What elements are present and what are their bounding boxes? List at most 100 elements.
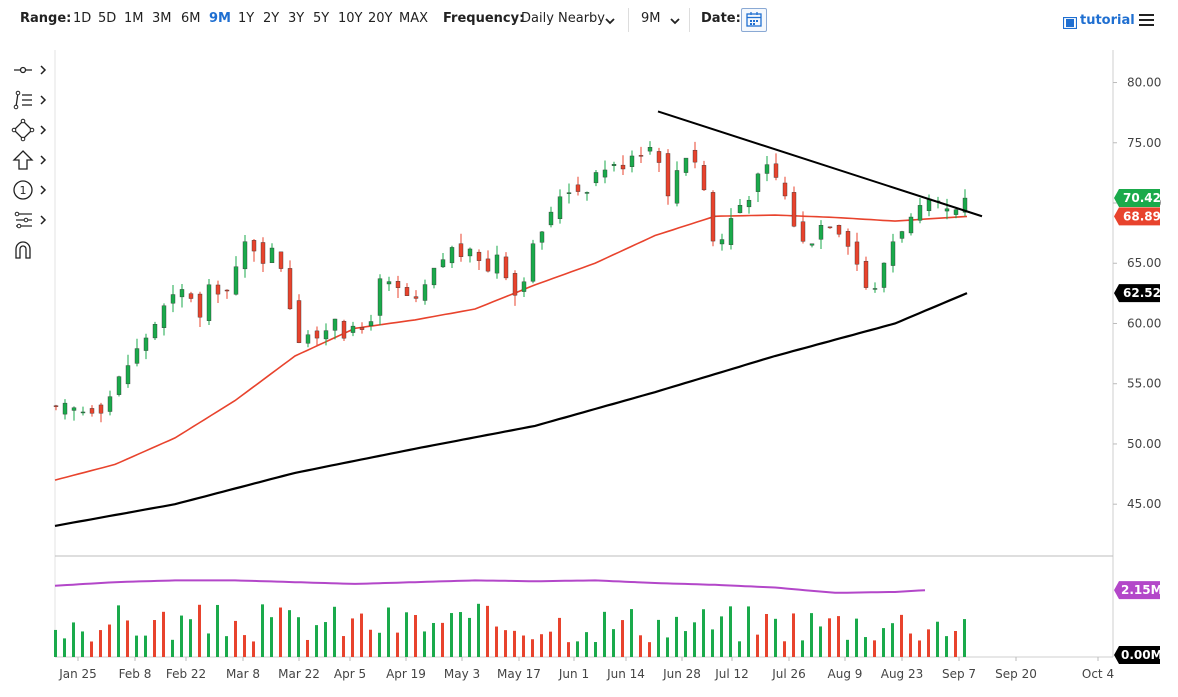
magnet-icon[interactable] [10, 238, 50, 262]
calendar-icon [746, 12, 762, 27]
volume-bar [153, 620, 156, 657]
candle-body [134, 348, 140, 364]
candle-body [674, 170, 680, 204]
volume-bar [252, 641, 255, 657]
range-button-1y[interactable]: 1Y [238, 11, 255, 26]
candle-body [89, 408, 95, 414]
candle-body [782, 182, 788, 197]
volume-bar [387, 607, 390, 657]
candle-body [566, 192, 572, 194]
volume-bar [666, 637, 669, 657]
film-icon[interactable] [1063, 17, 1077, 29]
volume-bar [945, 636, 948, 657]
frequency-chevron-down-icon[interactable] [605, 17, 615, 25]
volume-bar [693, 622, 696, 657]
trend-tools-icon[interactable] [10, 88, 50, 112]
x-tick-label: Feb 8 [119, 667, 152, 681]
annotation-tools-icon[interactable]: 1 [10, 178, 50, 202]
volume-bar [225, 636, 228, 657]
candle-body [224, 289, 230, 292]
price-chart[interactable]: 80.0075.0070.0065.0060.0055.0050.0045.00… [0, 40, 1178, 697]
range-button-6m[interactable]: 6M [181, 11, 201, 26]
volume-bar [441, 622, 444, 657]
candle-body [71, 407, 77, 411]
candle-body [854, 241, 860, 265]
volume-bar [396, 632, 399, 657]
volume-bar [432, 622, 435, 657]
volume-bar [738, 641, 741, 657]
volume-bar [783, 641, 786, 657]
volume-bar [639, 635, 642, 657]
tutorial-link[interactable]: tutorial [1080, 13, 1135, 28]
volume-bar [468, 617, 471, 657]
y-tick-label: 75.00 [1127, 136, 1161, 150]
range-button-5d[interactable]: 5D [98, 11, 117, 26]
x-tick-label: May 3 [444, 667, 480, 681]
x-tick-label: Jun 28 [662, 667, 701, 681]
volume-bar [522, 635, 525, 657]
candle-body [899, 231, 905, 239]
range-button-2y[interactable]: 2Y [263, 11, 280, 26]
volume-bar [495, 626, 498, 657]
range-button-3m[interactable]: 3M [152, 11, 172, 26]
candle-body [863, 260, 869, 288]
volume-bar [720, 616, 723, 657]
volume-bar [414, 615, 417, 657]
x-tick-label: Mar 8 [226, 667, 260, 681]
volume-bar [477, 603, 480, 657]
ma200-value-label: 62.52 [1123, 286, 1161, 300]
candle-body [575, 184, 581, 192]
volume-bar [954, 631, 957, 657]
candle-body [611, 164, 617, 166]
range-button-max[interactable]: MAX [399, 11, 429, 26]
hamburger-menu-icon[interactable] [1139, 14, 1154, 26]
date-picker-button[interactable] [741, 8, 767, 32]
candle-body [368, 321, 374, 326]
arrow-tools-icon[interactable] [10, 148, 50, 172]
candle-body [710, 192, 716, 242]
candle-body [728, 218, 734, 245]
candle-body [359, 327, 365, 330]
volume-bar [882, 628, 885, 657]
candle-body [881, 262, 887, 288]
volume-bar [873, 640, 876, 657]
candle-body [143, 337, 149, 351]
range-button-9m[interactable]: 9M [209, 11, 231, 26]
range-button-1m[interactable]: 1M [124, 11, 144, 26]
range-button-10y[interactable]: 10Y [338, 11, 363, 26]
ma50-line [54, 214, 968, 481]
frequency-select[interactable]: Daily Nearby [521, 11, 606, 26]
range-button-1d[interactable]: 1D [73, 11, 92, 26]
volume-bar [459, 612, 462, 657]
volume-bar [315, 625, 318, 657]
svg-text:1: 1 [20, 184, 27, 197]
volume-bar [360, 613, 363, 657]
volume-axis-min-label-bg [1114, 646, 1160, 664]
resistance-trend-line [657, 110, 983, 218]
shape-tools-icon[interactable] [10, 118, 50, 142]
period-select[interactable]: 9M [641, 11, 661, 26]
range-button-5y[interactable]: 5Y [313, 11, 330, 26]
volume-bar [819, 626, 822, 657]
range-button-3y[interactable]: 3Y [288, 11, 305, 26]
volume-bar [351, 618, 354, 657]
candle-body [125, 365, 131, 385]
candle-body [251, 240, 257, 252]
fibonacci-tools-icon[interactable] [10, 208, 50, 232]
candle-body [386, 281, 392, 285]
volume-bar [567, 642, 570, 657]
candle-body [260, 242, 266, 264]
volume-bar [621, 620, 624, 657]
range-button-20y[interactable]: 20Y [368, 11, 393, 26]
volume-bar [711, 629, 714, 657]
candle-body [152, 324, 158, 339]
candle-body [377, 278, 383, 316]
candle-body [53, 405, 59, 407]
period-chevron-down-icon[interactable] [670, 17, 680, 25]
candle-body [413, 296, 419, 299]
volume-bar [558, 617, 561, 657]
crosshair-tool-icon[interactable] [10, 58, 50, 82]
candle-body [188, 293, 194, 299]
volume-bar [324, 622, 327, 657]
candle-body [494, 254, 500, 274]
